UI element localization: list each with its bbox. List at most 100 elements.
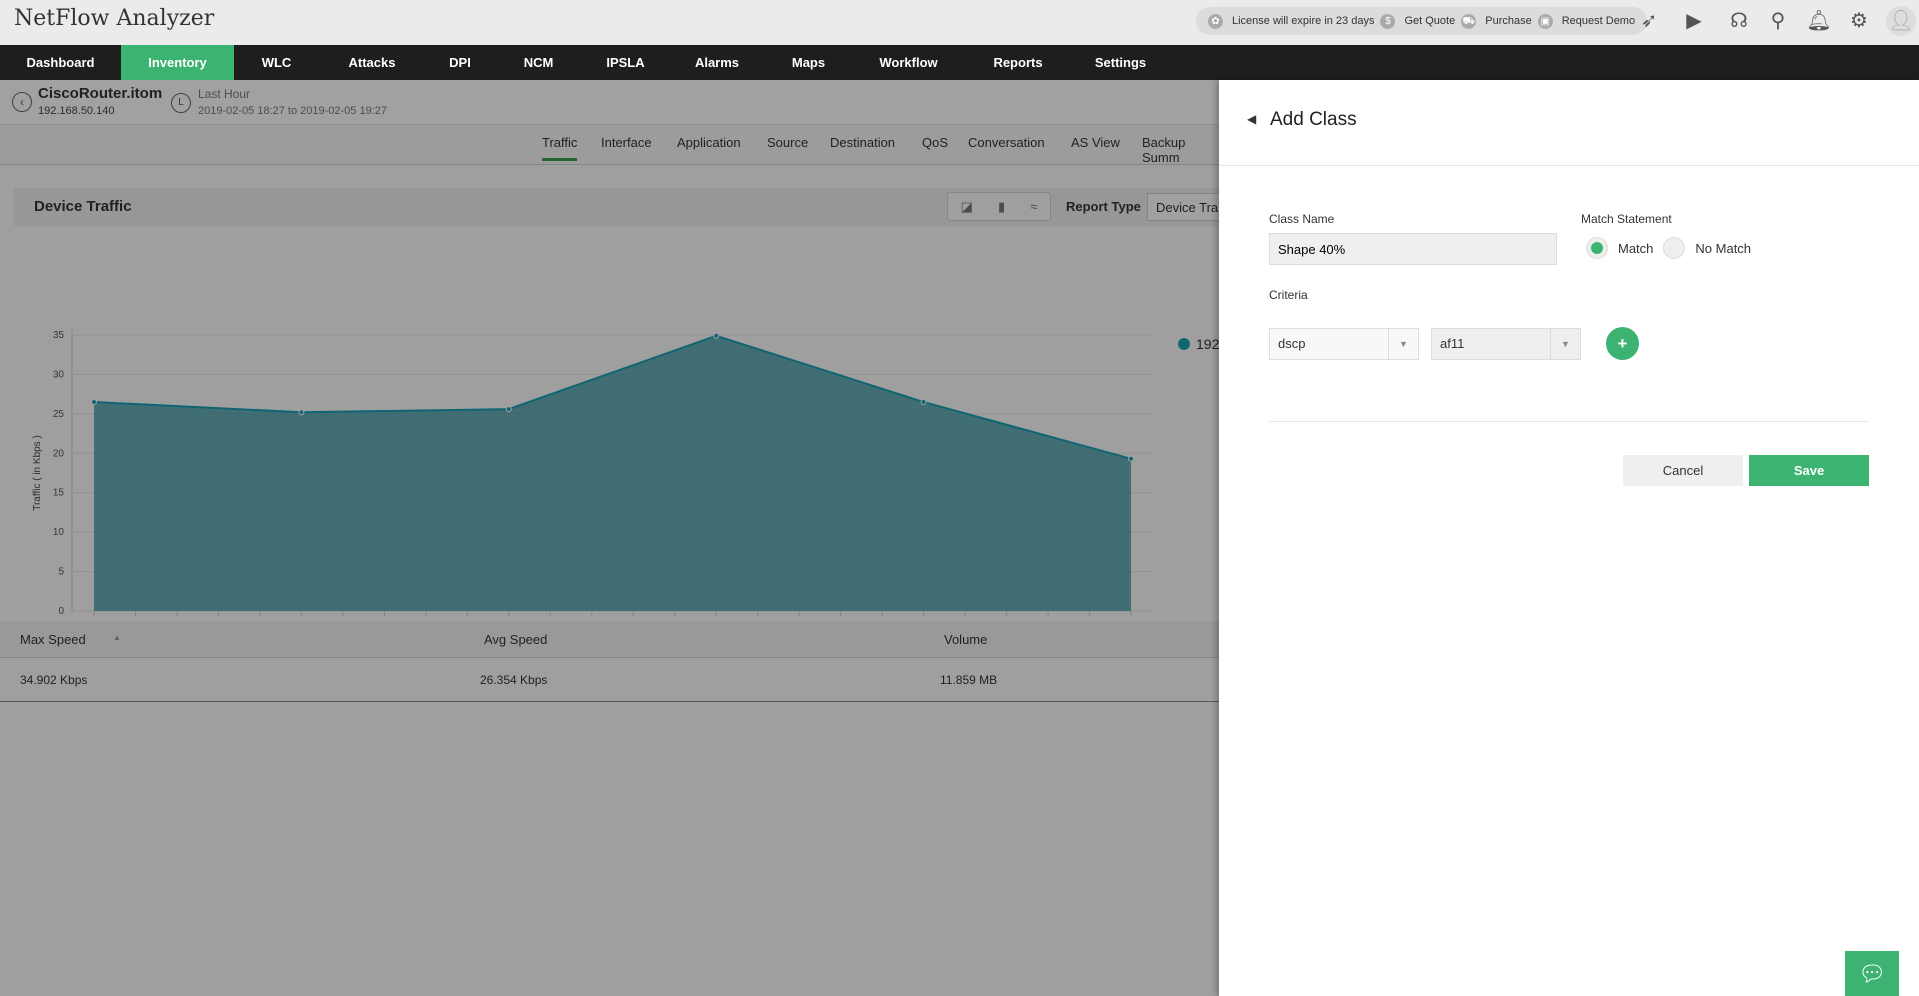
nav-item-dashboard[interactable]: Dashboard — [26, 55, 95, 70]
back-arrow-icon[interactable]: ◀ — [1247, 112, 1257, 126]
series-line — [93, 334, 1132, 460]
nav-item-workflow[interactable]: Workflow — [879, 55, 938, 70]
dollar-icon: $ — [1380, 13, 1396, 29]
tab-application[interactable]: Application — [677, 135, 741, 150]
criteria-label: Criteria — [1269, 288, 1308, 302]
license-text[interactable]: License will expire in 23 days — [1232, 15, 1375, 27]
nav-item-ncm[interactable]: NCM — [523, 55, 554, 70]
nav-item-wlc[interactable]: WLC — [261, 55, 292, 70]
time-period[interactable]: Last Hour — [198, 87, 251, 101]
data-point — [1128, 455, 1134, 462]
col-max-speed[interactable]: Max Speed — [20, 632, 86, 647]
report-type-label: Report Type — [1066, 199, 1141, 214]
data-point — [91, 399, 97, 406]
y-axis-label: Traffic ( in Kbps ) — [32, 435, 43, 511]
nav-item-attacks[interactable]: Attacks — [348, 55, 396, 70]
app-title: NetFlow Analyzer — [14, 6, 215, 31]
get-quote-link[interactable]: Get Quote — [1404, 15, 1456, 27]
no-match-radio[interactable] — [1663, 237, 1686, 259]
legend-label: 192 — [1196, 336, 1219, 352]
y-tick-label: 15 — [53, 488, 65, 499]
data-point — [298, 409, 305, 416]
match-statement-label: Match Statement — [1581, 212, 1672, 226]
no-match-label: No Match — [1695, 240, 1752, 256]
match-label: Match — [1618, 240, 1654, 256]
chevron-down-icon: ▼ — [1388, 329, 1418, 359]
license-bar: ✿ License will expire in 23 days $ Get Quo… — [1196, 7, 1648, 35]
nav-item-inventory[interactable]: Inventory — [121, 45, 234, 80]
bar-chart-icon[interactable]: ▮ — [997, 198, 1006, 214]
sort-icon[interactable]: ▲ — [113, 633, 121, 642]
panel-header: Device Traffic ◪ ▮ ≈ Report Type Device Tr… — [14, 188, 1227, 226]
tab-traffic[interactable]: Traffic — [542, 135, 578, 161]
save-button[interactable]: Save — [1749, 455, 1869, 486]
tab-conversation[interactable]: Conversation — [968, 135, 1045, 150]
criteria-value-value: af11 — [1440, 336, 1465, 351]
user-avatar-icon[interactable]: 👤︎ — [1886, 6, 1916, 36]
legend-marker — [1178, 338, 1190, 350]
criteria-value-select[interactable]: af11 ▼ — [1431, 328, 1581, 360]
device-page: ‹ CiscoRouter.itom 192.168.50.140 L Last… — [0, 80, 1227, 996]
y-tick-label: 0 — [58, 606, 64, 617]
report-type-select[interactable]: Device Tra — [1147, 193, 1227, 221]
top-bar: NetFlow Analyzer ✿ License will expire in… — [0, 0, 1919, 45]
report-tabs: Traffic Interface Application Source Destina… — [0, 125, 1219, 165]
nav-item-alarms[interactable]: Alarms — [694, 55, 740, 70]
cell-max-speed: 34.902 Kbps — [20, 673, 88, 687]
tab-destination[interactable]: Destination — [830, 135, 896, 150]
y-tick-label: 30 — [53, 369, 65, 380]
chevron-down-icon: ▼ — [1550, 329, 1580, 359]
search-icon[interactable]: ⚲ — [1770, 10, 1786, 32]
rocket-icon[interactable]: ➶ — [1640, 10, 1658, 32]
cell-volume: 11.859 MB — [940, 673, 998, 687]
nav-item-reports[interactable]: Reports — [993, 55, 1043, 70]
nav-item-settings[interactable]: Settings — [1094, 55, 1147, 70]
cell-avg-speed: 26.354 Kbps — [480, 673, 548, 687]
y-tick-label: 35 — [53, 330, 65, 341]
presentation-icon[interactable]: ▶ — [1686, 10, 1702, 32]
panel-title: Device Traffic — [34, 198, 132, 215]
device-header: ‹ CiscoRouter.itom 192.168.50.140 L Last… — [0, 80, 1219, 125]
chat-icon[interactable]: 💬︎ — [1845, 951, 1899, 996]
y-tick-label: 5 — [58, 567, 64, 578]
license-icon: ✿ — [1208, 13, 1223, 29]
modal-overlay[interactable] — [0, 80, 1219, 996]
panel-title: Add Class — [1270, 109, 1357, 130]
gear-icon[interactable]: ⚙ — [1850, 10, 1868, 32]
tab-interface[interactable]: Interface — [601, 135, 652, 150]
nav-item-maps[interactable]: Maps — [791, 55, 826, 70]
time-range: 2019-02-05 18:27 to 2019-02-05 19:27 — [198, 105, 387, 117]
add-class-panel: ◀ Add Class Class Name Match Statement M… — [1219, 80, 1919, 996]
y-tick-label: 10 — [53, 527, 65, 538]
tab-as-view[interactable]: AS View — [1071, 135, 1120, 150]
data-point — [713, 332, 720, 339]
data-point — [505, 406, 512, 413]
bell-icon[interactable]: 🔔︎ — [1806, 10, 1832, 32]
col-volume[interactable]: Volume — [944, 632, 988, 647]
table-header: Max Speed ▲ Avg Speed Volume — [0, 621, 1219, 657]
class-name-label: Class Name — [1269, 212, 1335, 226]
y-tick-label: 25 — [53, 409, 65, 420]
criteria-field-value: dscp — [1278, 336, 1306, 351]
line-chart-icon[interactable]: ≈ — [1030, 199, 1038, 214]
tab-source[interactable]: Source — [767, 135, 809, 150]
device-name: CiscoRouter.itom — [38, 85, 163, 102]
device-ip: 192.168.50.140 — [38, 105, 115, 117]
cancel-button[interactable]: Cancel — [1623, 455, 1743, 486]
match-radio[interactable] — [1586, 237, 1608, 259]
purchase-link[interactable]: Purchase — [1485, 15, 1532, 27]
clock-icon[interactable]: L — [171, 93, 191, 113]
criteria-field-select[interactable]: dscp ▼ — [1269, 328, 1419, 360]
nav-item-ipsla[interactable]: IPSLA — [606, 55, 645, 70]
tab-backup-summ[interactable]: Backup Summ — [1142, 135, 1186, 165]
request-demo-link[interactable]: Request Demo — [1561, 15, 1636, 27]
main-nav: Dashboard Inventory WLC Attacks DPI NCM IPSLA A… — [0, 45, 1919, 80]
col-avg-speed[interactable]: Avg Speed — [484, 632, 548, 647]
nav-item-dpi[interactable]: DPI — [449, 55, 471, 70]
headset-icon[interactable]: ☊ — [1730, 10, 1748, 32]
add-criteria-button[interactable]: + — [1606, 327, 1639, 360]
class-name-input[interactable] — [1269, 233, 1557, 265]
tab-qos[interactable]: QoS — [922, 135, 949, 150]
area-chart-icon[interactable]: ◪ — [960, 198, 973, 214]
back-icon[interactable]: ‹ — [12, 92, 32, 112]
